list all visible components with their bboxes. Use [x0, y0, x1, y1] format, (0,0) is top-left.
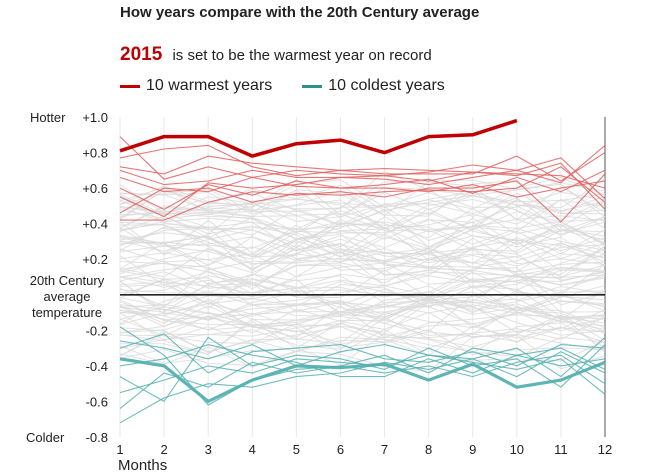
background-year-line [119, 201, 606, 234]
cold-year-line-7 [119, 340, 606, 395]
x-tick-label: 5 [293, 442, 300, 457]
legend-label-coldest: 10 coldest years [328, 77, 445, 94]
y-tick-label: -0.2 [86, 323, 108, 338]
background-year-line [119, 206, 606, 244]
legend-swatch-coldest [302, 84, 323, 88]
x-tick-label: 12 [598, 442, 612, 457]
warm-year-line-7 [119, 166, 606, 203]
y-tick-label: +0.4 [82, 217, 108, 232]
highlight-lines [119, 118, 518, 158]
background-year-line [119, 272, 606, 313]
x-tick-label: 1 [116, 442, 123, 457]
background-year-line [119, 178, 606, 216]
baseline-label-line3: temperature [31, 305, 103, 320]
background-year-line [119, 224, 606, 263]
background-year-line [119, 190, 606, 223]
y-tick-label: -0.8 [86, 430, 108, 445]
background-year-line [119, 280, 606, 312]
background-year-line [119, 280, 606, 315]
baseline-label: 20th Century average temperature [24, 273, 110, 321]
background-year-line [119, 179, 606, 217]
background-year-line [119, 327, 606, 362]
background-year-line [119, 320, 606, 355]
background-year-line [119, 208, 606, 242]
x-tick-label: 8 [425, 442, 432, 457]
background-year-line [119, 171, 606, 211]
highlight-year: 2015 [120, 44, 163, 65]
y-tick-label: +0.8 [82, 146, 108, 161]
background-year-line [119, 268, 606, 308]
background-year-lines [119, 171, 606, 373]
warm-year-line-1 [119, 136, 606, 200]
warm-year-line-5 [119, 144, 606, 182]
background-year-line [119, 217, 606, 252]
x-tick-label: 2 [160, 442, 167, 457]
hotter-label: Hotter [30, 110, 66, 125]
background-year-line [119, 245, 606, 285]
cold-year-line-8 [119, 351, 606, 424]
colder-label: Colder [26, 430, 65, 445]
background-year-line [119, 235, 606, 273]
legend-swatch-warmest [120, 84, 140, 88]
legend-label-warmest: 10 warmest years [146, 77, 273, 94]
legend-item-coldest: 10 coldest years [302, 77, 445, 95]
y-tick-label: +0.6 [82, 181, 108, 196]
background-year-line [119, 245, 606, 273]
x-tick-label: 10 [510, 442, 524, 457]
background-year-line [119, 181, 606, 221]
x-tick-label: 6 [337, 442, 344, 457]
subtitle-text: is set to be the warmest year on record [172, 47, 432, 64]
background-year-line [119, 236, 606, 269]
background-year-line [119, 256, 606, 289]
background-year-line [119, 273, 606, 310]
baseline-label-line2: average [43, 289, 91, 304]
warm-year-line-8 [119, 176, 606, 214]
warm-year-lines [119, 136, 606, 223]
baseline-label-line1: 20th Century [29, 273, 105, 288]
warm-year-line-2 [119, 144, 606, 186]
cold-year-line-9 [119, 344, 606, 378]
x-tick-label: 4 [249, 442, 256, 457]
x-tick-label: 9 [469, 442, 476, 457]
background-year-line [119, 251, 606, 286]
axis-ticks: +1.0+0.8+0.6+0.4+0.2-0.2-0.4-0.6-0.81 2 3 4… [82, 110, 612, 474]
background-year-line [119, 183, 606, 221]
cold-year-line-6 [119, 336, 606, 403]
background-year-line [119, 294, 606, 332]
background-year-line [119, 311, 606, 344]
cold-year-line-5 [119, 347, 606, 410]
background-year-line [119, 262, 606, 295]
legend-item-warmest: 10 warmest years [120, 77, 272, 95]
x-axis-label: Months [118, 457, 167, 474]
chart-title: How years compare with the 20th Century … [120, 4, 480, 21]
x-tick-label: 3 [205, 442, 212, 457]
background-year-line [119, 219, 606, 251]
legend: 10 warmest years 10 coldest years [120, 77, 445, 95]
background-year-line [119, 289, 606, 321]
chart-subtitle: 2015 is set to be the warmest year on re… [120, 44, 432, 66]
cold-year-line-4 [119, 333, 606, 374]
cold-year-line-1 [119, 357, 606, 404]
x-tick-label: 7 [381, 442, 388, 457]
cold-year-lines [119, 326, 606, 424]
y-tick-label: +1.0 [82, 110, 108, 125]
highlight-line-2015 [119, 118, 518, 158]
background-year-line [119, 295, 606, 333]
warm-year-line-9 [119, 155, 606, 189]
y-tick-label: -0.4 [86, 359, 108, 374]
y-tick-label: +0.2 [82, 252, 108, 267]
background-year-line [119, 271, 606, 298]
warm-year-line-4 [120, 173, 606, 223]
x-tick-label: 11 [554, 442, 568, 457]
background-year-line [119, 291, 606, 326]
background-year-line [119, 216, 606, 255]
background-year-line [119, 242, 606, 278]
y-tick-label: -0.6 [86, 394, 108, 409]
cold-year-line-3 [119, 326, 606, 406]
